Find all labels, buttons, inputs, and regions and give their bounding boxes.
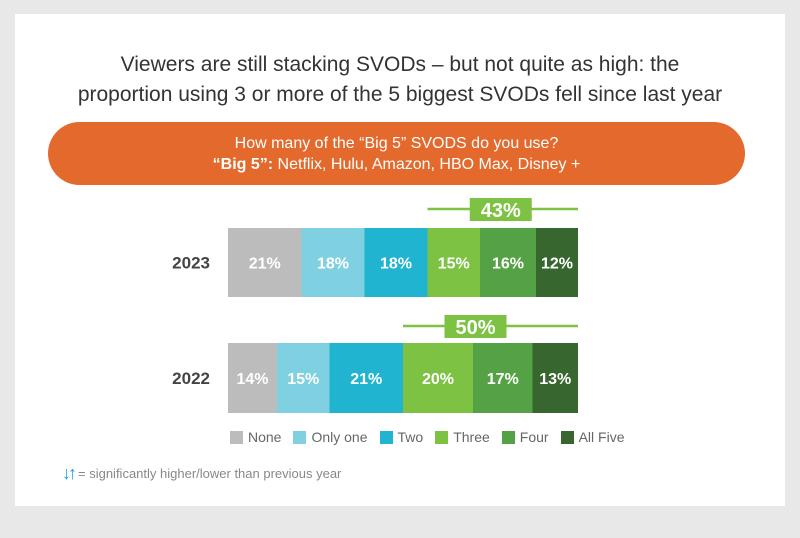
title-line-1: Viewers are still stacking SVODs – but n… — [120, 53, 680, 76]
title-line-2: proportion using 3 or more of the 5 bigg… — [77, 83, 723, 106]
data-label: 21% — [249, 256, 281, 273]
legend-swatch — [435, 430, 449, 444]
legend-label: Two — [397, 429, 424, 445]
data-label: 12% — [541, 256, 573, 273]
data-label: 15% — [287, 371, 319, 388]
bar-segment-2023-all-five — [536, 228, 578, 297]
legend-item: Three — [435, 429, 490, 445]
bar-segment-2023-none — [228, 228, 302, 297]
data-label: 14% — [236, 371, 268, 388]
question-banner: How many of the “Big 5” SVODS do you use… — [48, 122, 745, 185]
data-label: 18% — [380, 256, 412, 273]
legend-swatch — [379, 430, 393, 444]
bar-segment-2022-all-five — [532, 343, 578, 413]
slide-title: Viewers are still stacking SVODs – but n… — [0, 50, 800, 110]
legend-item: Only one — [293, 429, 368, 445]
legend-item: Four — [501, 429, 549, 445]
bar-segment-2022-none — [228, 343, 277, 413]
banner-question: How many of the “Big 5” SVODS do you use… — [234, 135, 559, 152]
legend-swatch — [293, 430, 307, 444]
data-label: 20% — [422, 371, 454, 388]
legend-item: Two — [379, 429, 424, 445]
legend-label: Four — [519, 429, 549, 445]
annotation-label: 50% — [455, 317, 495, 339]
data-label: 15% — [438, 256, 470, 273]
footnote-text: = significantly higher/lower than previo… — [78, 466, 342, 481]
banner-def-text: Netflix, Hulu, Amazon, HBO Max, Disney + — [273, 156, 581, 173]
data-label: 13% — [539, 371, 571, 388]
data-label: 16% — [492, 256, 524, 273]
annotation-box — [469, 198, 532, 221]
data-label: 21% — [350, 371, 382, 388]
bar-segment-2023-three — [427, 228, 480, 297]
bar-segment-2022-only-one — [277, 343, 330, 413]
bar-segment-2022-three — [403, 343, 473, 413]
bar-segment-2022-two — [329, 343, 403, 413]
legend-item: All Five — [560, 429, 625, 445]
banner-definition: “Big 5”: Netflix, Hulu, Amazon, HBO Max,… — [48, 154, 745, 175]
legend-label: None — [248, 429, 282, 445]
legend-item: None — [230, 429, 281, 445]
legend: None Only one Two Three Four All Five — [230, 429, 624, 445]
legend-swatch — [560, 430, 574, 444]
down-up-arrows-icon: ↓↑ — [62, 463, 77, 483]
legend-label: Only one — [311, 429, 368, 445]
banner-def-label: “Big 5”: — [212, 156, 274, 173]
data-label: 17% — [487, 371, 519, 388]
legend-swatch — [501, 430, 515, 444]
annotation-box — [444, 315, 507, 338]
bar-segment-2022-four — [473, 343, 533, 413]
bar-segment-2023-two — [364, 228, 428, 297]
bar-segment-2023-four — [480, 228, 536, 297]
legend-label: All Five — [578, 429, 625, 445]
bar-segment-2023-only-one — [301, 228, 365, 297]
legend-label: Three — [453, 429, 490, 445]
category-label-2023: 2023 — [172, 254, 210, 273]
category-label-2022: 2022 — [172, 369, 210, 388]
annotation-label: 43% — [481, 200, 521, 222]
legend-swatch — [230, 430, 243, 444]
footnote: ↓↑ = significantly higher/lower than pre… — [62, 463, 341, 484]
data-label: 18% — [317, 256, 349, 273]
